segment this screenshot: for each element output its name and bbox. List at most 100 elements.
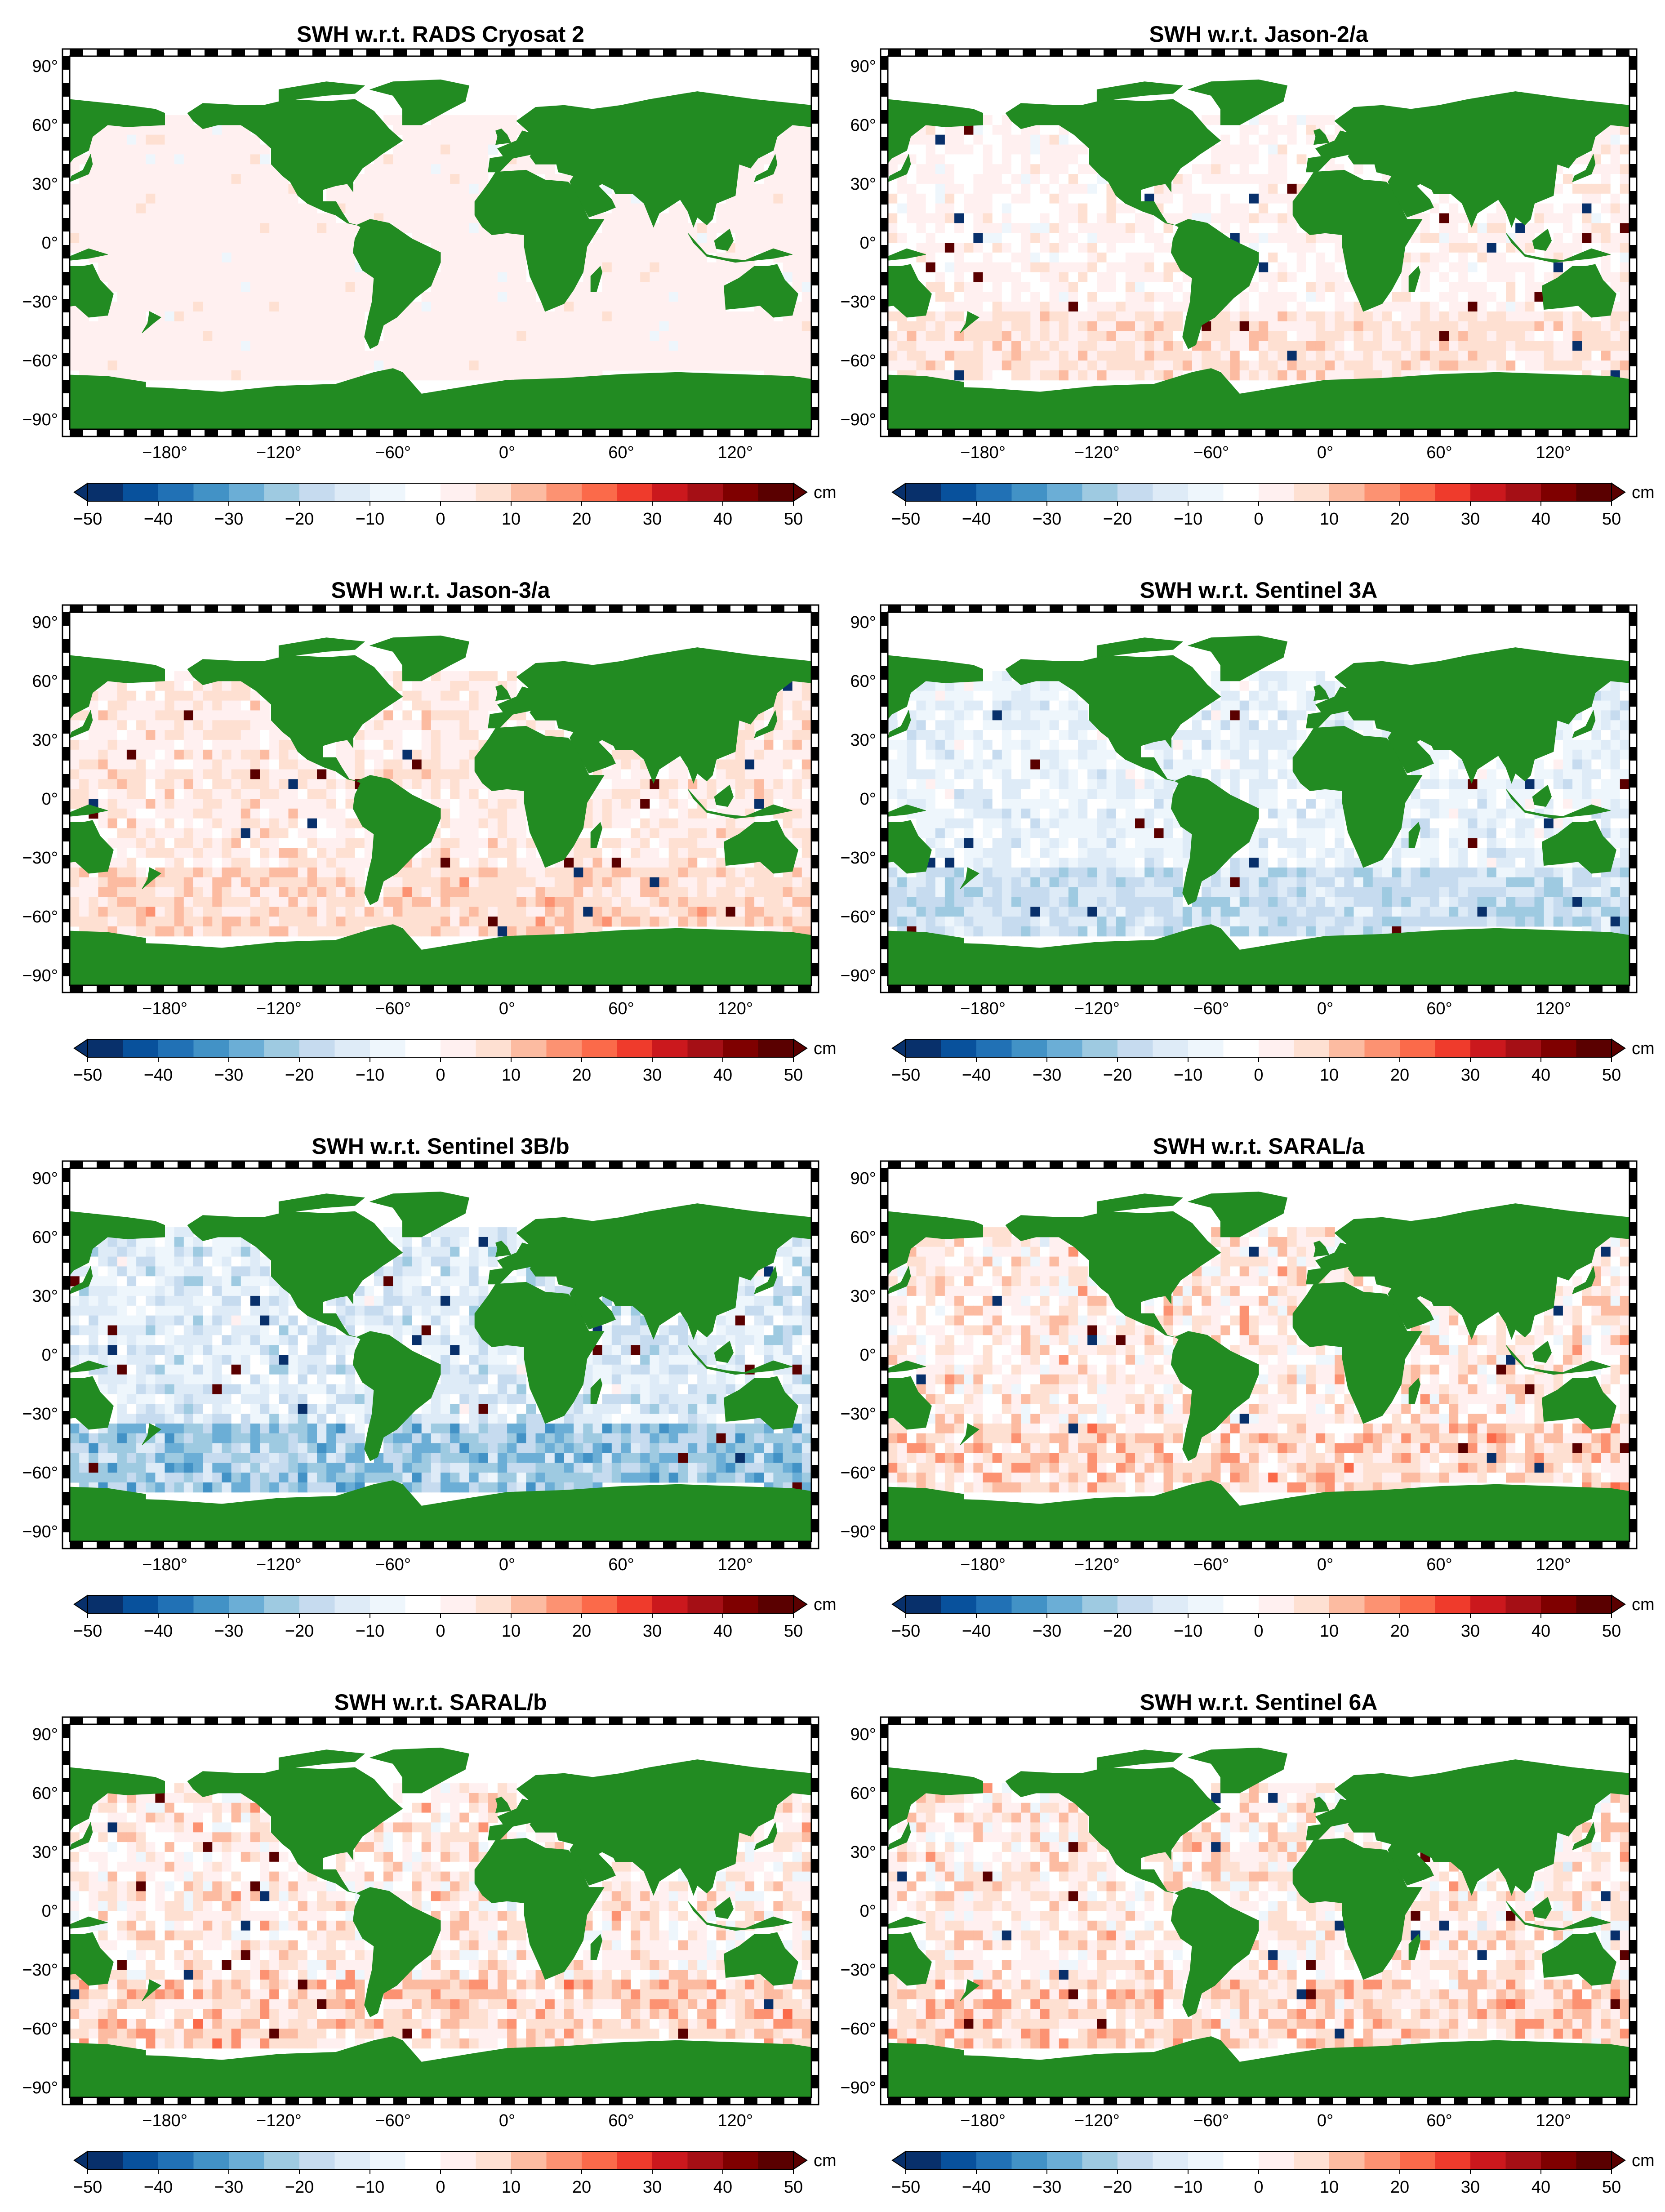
lat-tick-label: 0° xyxy=(42,790,58,809)
colorbar-high-arrow xyxy=(1611,1594,1626,1614)
lat-tick-label: −90° xyxy=(840,1522,876,1541)
colorbar-tick-label: 40 xyxy=(713,2178,732,2197)
lat-tick-label: −90° xyxy=(22,966,58,985)
colorbar-tick-label: −50 xyxy=(73,1066,102,1085)
lon-tick-label: 120° xyxy=(717,1555,753,1574)
colorbar-tick-label: 10 xyxy=(502,1066,521,1085)
colorbar-tick-label: −40 xyxy=(962,510,991,529)
land-mask xyxy=(888,79,1629,429)
swh-difference-grid xyxy=(70,115,812,381)
colorbar-low-arrow xyxy=(73,1038,88,1058)
lat-tick-label: −30° xyxy=(840,293,876,312)
colorbar-unit: cm xyxy=(814,1595,837,1614)
colorbar-unit: cm xyxy=(814,1039,837,1058)
colorbar-tick-label: 20 xyxy=(572,510,591,529)
land-mask xyxy=(888,1747,1629,2097)
lon-tick-label: 120° xyxy=(1536,1555,1571,1574)
lon-tick-label: −180° xyxy=(960,1555,1006,1574)
colorbar-tick-label: 0 xyxy=(1254,1066,1263,1085)
colorbar-tick-label: 50 xyxy=(784,2178,803,2197)
colorbar-tick-label: −20 xyxy=(285,1622,314,1641)
lon-tick-label: −120° xyxy=(1074,443,1120,462)
lat-tick-label: −30° xyxy=(840,849,876,868)
colorbar-tick-label: −50 xyxy=(891,1066,920,1085)
colorbar-tick-label: −40 xyxy=(144,2178,173,2197)
colorbar-tick-label: −50 xyxy=(73,510,102,529)
colorbar-tick-label: −10 xyxy=(1174,510,1202,529)
colorbar-tick-label: 20 xyxy=(1390,1622,1409,1641)
map-panel-6: SWH w.r.t. SARAL/a 90° 60° 30° 0° −30° −60° −90… xyxy=(840,1134,1655,1641)
colorbar-tick-label: −40 xyxy=(144,510,173,529)
lon-tick-label: 0° xyxy=(499,443,515,462)
colorbar-tick-label: −30 xyxy=(1033,1622,1061,1641)
map-panel-1: SWH w.r.t. RADS Cryosat 2 90° 60° 30° 0° −30°… xyxy=(22,22,836,529)
lat-tick-label: 90° xyxy=(850,57,876,76)
lon-tick-label: 0° xyxy=(1317,1555,1333,1574)
land-mask xyxy=(70,79,811,429)
colorbar: −50 −40 −30 −20 −10 0 10 20 30 40 50 cm xyxy=(73,2150,837,2197)
lat-tick-label: −30° xyxy=(840,1405,876,1424)
colorbar-low-arrow xyxy=(891,1038,906,1058)
lon-tick-label: 120° xyxy=(717,999,753,1018)
lat-tick-label: 30° xyxy=(850,1843,876,1862)
colorbar-high-arrow xyxy=(793,1594,808,1614)
colorbar-tick-label: −50 xyxy=(891,1622,920,1641)
colorbar-tick-label: −50 xyxy=(891,2178,920,2197)
lon-tick-label: 120° xyxy=(1536,443,1571,462)
colorbar-low-arrow xyxy=(891,2150,906,2170)
colorbar-tick-label: 50 xyxy=(1602,2178,1621,2197)
lat-tick-label: −90° xyxy=(22,410,58,429)
colorbar-tick-label: −30 xyxy=(1033,1066,1061,1085)
lat-tick-label: 0° xyxy=(42,1346,58,1365)
lon-tick-label: −120° xyxy=(1074,1555,1120,1574)
lat-tick-label: 90° xyxy=(850,1169,876,1188)
lat-tick-label: −60° xyxy=(22,2020,58,2038)
colorbar-tick-label: 10 xyxy=(1320,510,1339,529)
lon-tick-label: 120° xyxy=(1536,2111,1571,2130)
lon-tick-label: −60° xyxy=(375,2111,411,2130)
lat-tick-label: 60° xyxy=(850,1784,876,1803)
lat-tick-label: −60° xyxy=(22,1464,58,1482)
lon-tick-label: 0° xyxy=(1317,443,1333,462)
colorbar-tick-label: −20 xyxy=(1103,1622,1132,1641)
lat-tick-label: −90° xyxy=(22,2078,58,2097)
lat-tick-label: −60° xyxy=(22,352,58,370)
colorbar-tick-label: 30 xyxy=(643,1622,662,1641)
colorbar: −50 −40 −30 −20 −10 0 10 20 30 40 50 cm xyxy=(891,1594,1655,1641)
lon-tick-label: −180° xyxy=(142,443,187,462)
map-panel-2: SWH w.r.t. Jason-2/a 90° 60° 30° 0° −30° −60° −… xyxy=(840,22,1655,529)
colorbar-tick-label: −10 xyxy=(356,1622,384,1641)
lon-tick-label: −180° xyxy=(142,999,187,1018)
colorbar-low-arrow xyxy=(73,1594,88,1614)
colorbar-high-arrow xyxy=(1611,1038,1626,1058)
colorbar-tick-label: 30 xyxy=(1461,1066,1480,1085)
lon-tick-label: −120° xyxy=(256,999,302,1018)
lat-tick-label: 30° xyxy=(850,731,876,750)
colorbar-tick-label: 0 xyxy=(436,1622,445,1641)
colorbar-tick-label: 30 xyxy=(643,2178,662,2197)
panel-title: SWH w.r.t. Jason-3/a xyxy=(331,578,550,603)
lat-tick-label: 30° xyxy=(850,175,876,194)
colorbar-tick-label: −20 xyxy=(285,1066,314,1085)
colorbar: −50 −40 −30 −20 −10 0 10 20 30 40 50 cm xyxy=(73,1038,837,1085)
swh-difference-grid xyxy=(888,671,1630,937)
colorbar-tick-label: 50 xyxy=(784,1622,803,1641)
lon-tick-label: −60° xyxy=(1193,443,1229,462)
colorbar: −50 −40 −30 −20 −10 0 10 20 30 40 50 cm xyxy=(891,482,1655,529)
panel-title: SWH w.r.t. SARAL/a xyxy=(1153,1134,1365,1159)
colorbar-tick-label: 10 xyxy=(502,1622,521,1641)
colorbar-tick-label: −30 xyxy=(214,1066,243,1085)
colorbar-unit: cm xyxy=(1632,1039,1655,1058)
lat-tick-label: 60° xyxy=(32,116,58,135)
colorbar-tick-label: 50 xyxy=(1602,510,1621,529)
land-mask xyxy=(70,635,811,985)
lat-tick-label: 0° xyxy=(42,234,58,253)
colorbar-tick-label: 30 xyxy=(1461,2178,1480,2197)
colorbar-tick-label: −20 xyxy=(1103,510,1132,529)
panel-title: SWH w.r.t. Sentinel 6A xyxy=(1140,1690,1378,1715)
land-mask xyxy=(70,1747,811,2097)
colorbar-high-arrow xyxy=(793,2150,808,2170)
lon-tick-label: 0° xyxy=(499,1555,515,1574)
lat-tick-label: −30° xyxy=(22,849,58,868)
